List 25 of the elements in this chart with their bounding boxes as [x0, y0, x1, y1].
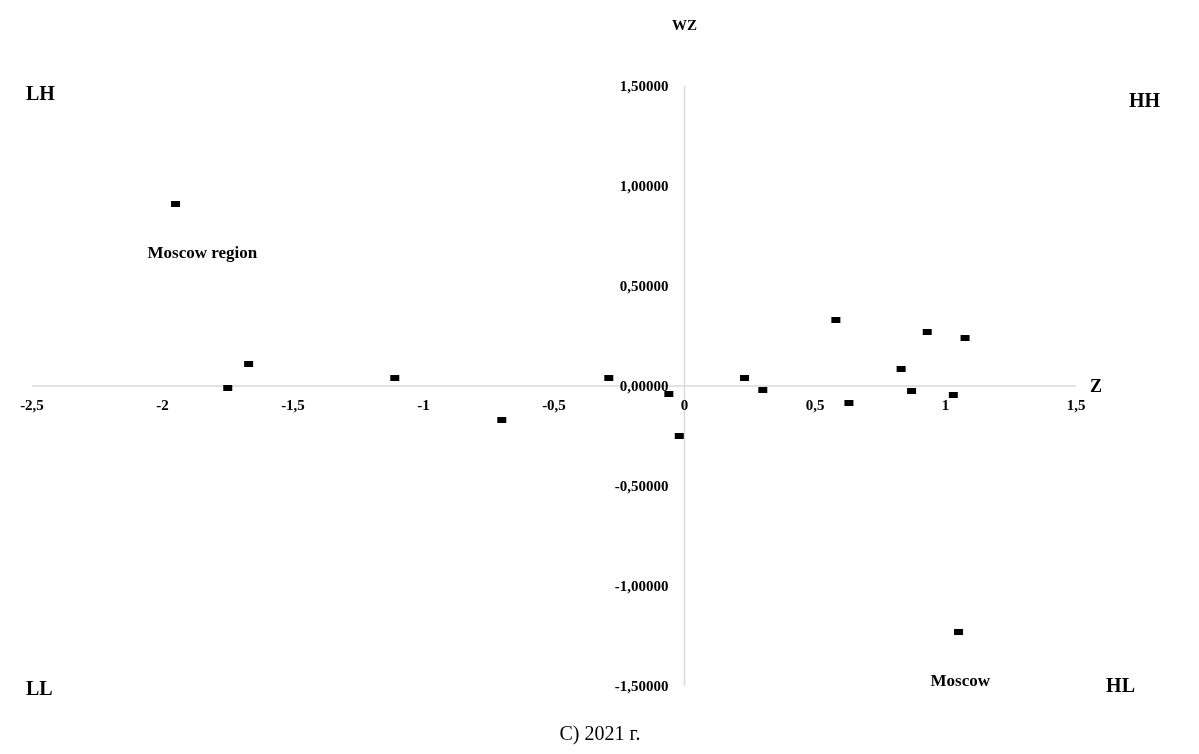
y-tick-label: 1,50000	[619, 78, 669, 94]
x-tick-label: 0,5	[805, 397, 825, 413]
y-axis-title: WZ	[671, 17, 698, 33]
y-tick-label: -1,50000	[614, 678, 669, 694]
x-tick-label: -1,5	[281, 397, 305, 413]
y-tick-label: -1,00000	[614, 578, 669, 594]
x-tick-label: 1	[941, 397, 950, 413]
y-tick-label: 0,50000	[619, 278, 669, 294]
x-tick-label: -0,5	[542, 397, 566, 413]
x-tick-label: -2	[156, 397, 169, 413]
y-tick-label: -0,50000	[614, 478, 669, 494]
y-tick-label: 0,00000	[619, 378, 669, 394]
x-tick-label: 1,5	[1066, 397, 1086, 413]
y-tick-label: 1,00000	[619, 178, 669, 194]
annotation: LL	[26, 677, 53, 699]
annotation: Moscow	[930, 671, 991, 690]
x-tick-label: 0	[680, 397, 689, 413]
annotation: LH	[26, 82, 56, 104]
text: HL	[1106, 674, 1135, 696]
annotation: Moscow region	[147, 243, 258, 262]
text: HH	[1128, 89, 1161, 111]
x-axis-title: Z	[1090, 376, 1103, 396]
text: C) 2021 г.	[559, 722, 641, 745]
x-tick-label: -2,5	[20, 397, 44, 413]
x-tick-label: -1	[417, 397, 430, 413]
